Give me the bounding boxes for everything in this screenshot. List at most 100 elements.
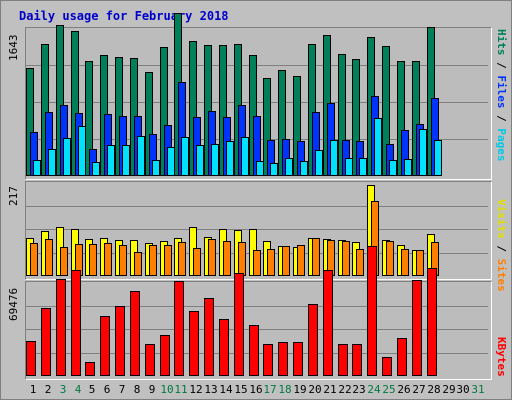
sites-bar-day-8 <box>134 252 142 276</box>
kbytes-bar-day-23 <box>352 344 362 376</box>
kbytes-bar-day-21 <box>323 270 333 376</box>
day-label-12: 12 <box>189 383 203 396</box>
day-label-22: 22 <box>338 383 352 396</box>
pages-bar-day-17 <box>270 163 278 176</box>
day-label-9: 9 <box>148 383 156 396</box>
sites-bar-day-27 <box>416 250 424 276</box>
day-label-5: 5 <box>88 383 96 396</box>
kbytes-bar-day-16 <box>249 325 259 376</box>
sites-bar-day-2 <box>45 239 53 276</box>
kbytes-bar-day-17 <box>263 344 273 376</box>
pages-bar-day-5 <box>92 162 100 176</box>
kbytes-bar-day-28 <box>427 268 437 376</box>
day-label-10: 10 <box>160 383 174 396</box>
kbytes-bar-day-3 <box>56 279 66 376</box>
day-label-7: 7 <box>118 383 126 396</box>
pages-bar-day-4 <box>78 126 86 176</box>
day-label-17: 17 <box>263 383 277 396</box>
pages-bar-day-10 <box>167 147 175 176</box>
pages-bar-day-24 <box>374 118 382 176</box>
day-label-26: 26 <box>397 383 411 396</box>
sites-bar-day-5 <box>89 244 97 276</box>
pages-bar-day-12 <box>196 145 204 176</box>
pages-bar-day-23 <box>359 158 367 176</box>
day-label-19: 19 <box>293 383 307 396</box>
day-label-15: 15 <box>234 383 248 396</box>
kbytes-bar-day-13 <box>204 298 214 376</box>
sites-bar-day-10 <box>164 245 172 276</box>
sites-bar-day-26 <box>401 249 409 276</box>
sites-bar-day-11 <box>178 242 186 276</box>
pages-bar-day-25 <box>389 160 397 176</box>
kbytes-bar-day-10 <box>160 335 170 376</box>
kbytes-bar-day-11 <box>174 281 184 376</box>
kbytes-bar-day-24 <box>367 246 377 376</box>
sites-bar-day-13 <box>208 239 216 276</box>
day-label-2: 2 <box>44 383 52 396</box>
day-label-25: 25 <box>382 383 396 396</box>
kbytes-bar-day-18 <box>278 342 288 376</box>
sites-bar-day-12 <box>193 248 201 276</box>
pages-bar-day-28 <box>434 140 442 176</box>
kbytes-bar-day-1 <box>26 341 36 376</box>
sites-bar-day-19 <box>297 245 305 276</box>
kbytes-bar-day-7 <box>115 306 125 376</box>
kbytes-bar-day-6 <box>100 316 110 376</box>
pages-bar-day-21 <box>330 140 338 176</box>
pages-bar-day-9 <box>152 160 160 176</box>
sites-bar-day-1 <box>30 243 38 276</box>
pages-bar-day-13 <box>211 144 219 176</box>
kbytes-bar-day-27 <box>412 280 422 376</box>
day-label-3: 3 <box>59 383 67 396</box>
kbytes-bar-day-14 <box>219 319 229 376</box>
kbytes-bar-day-9 <box>145 344 155 376</box>
pages-bar-day-16 <box>256 161 264 176</box>
day-label-23: 23 <box>352 383 366 396</box>
sites-bar-day-17 <box>267 249 275 276</box>
pages-bar-day-26 <box>404 159 412 176</box>
pages-bar-day-20 <box>315 150 323 176</box>
sites-bar-day-7 <box>119 245 127 276</box>
day-label-13: 13 <box>204 383 218 396</box>
day-label-30: 30 <box>456 383 470 396</box>
day-label-16: 16 <box>249 383 263 396</box>
kbytes-bar-day-5 <box>85 362 95 376</box>
pages-bar-day-19 <box>300 161 308 176</box>
sites-bar-day-18 <box>282 246 290 276</box>
sites-bar-day-20 <box>312 238 320 276</box>
kbytes-bar-day-12 <box>189 311 199 376</box>
day-label-14: 14 <box>219 383 233 396</box>
sites-bar-day-22 <box>342 241 350 276</box>
kbytes-bar-day-8 <box>130 291 140 376</box>
day-label-8: 8 <box>133 383 141 396</box>
kbytes-bar-day-26 <box>397 338 407 376</box>
pages-bar-day-27 <box>419 129 427 176</box>
pages-bar-day-15 <box>241 137 249 176</box>
kbytes-bar-day-2 <box>41 308 51 376</box>
kbytes-bar-day-15 <box>234 273 244 376</box>
sites-bar-day-3 <box>60 247 68 276</box>
day-label-11: 11 <box>174 383 188 396</box>
pages-bar-day-11 <box>181 137 189 176</box>
day-label-18: 18 <box>278 383 292 396</box>
sites-bar-day-9 <box>149 245 157 276</box>
kbytes-bar-day-22 <box>338 344 348 376</box>
sites-bar-day-14 <box>223 241 231 276</box>
pages-bar-day-3 <box>63 138 71 176</box>
kbytes-bar-day-19 <box>293 342 303 376</box>
kbytes-bar-day-4 <box>71 270 81 376</box>
pages-bar-day-2 <box>48 149 56 176</box>
kbytes-bar-day-20 <box>308 304 318 376</box>
pages-bar-day-1 <box>33 160 41 176</box>
day-label-24: 24 <box>367 383 381 396</box>
sites-bar-day-15 <box>238 242 246 276</box>
sites-bar-day-6 <box>104 243 112 276</box>
pages-bar-day-18 <box>285 158 293 176</box>
pages-bar-day-7 <box>122 145 130 176</box>
day-label-28: 28 <box>427 383 441 396</box>
pages-bar-day-8 <box>137 136 145 176</box>
day-label-27: 27 <box>412 383 426 396</box>
day-label-1: 1 <box>29 383 37 396</box>
day-label-20: 20 <box>308 383 322 396</box>
